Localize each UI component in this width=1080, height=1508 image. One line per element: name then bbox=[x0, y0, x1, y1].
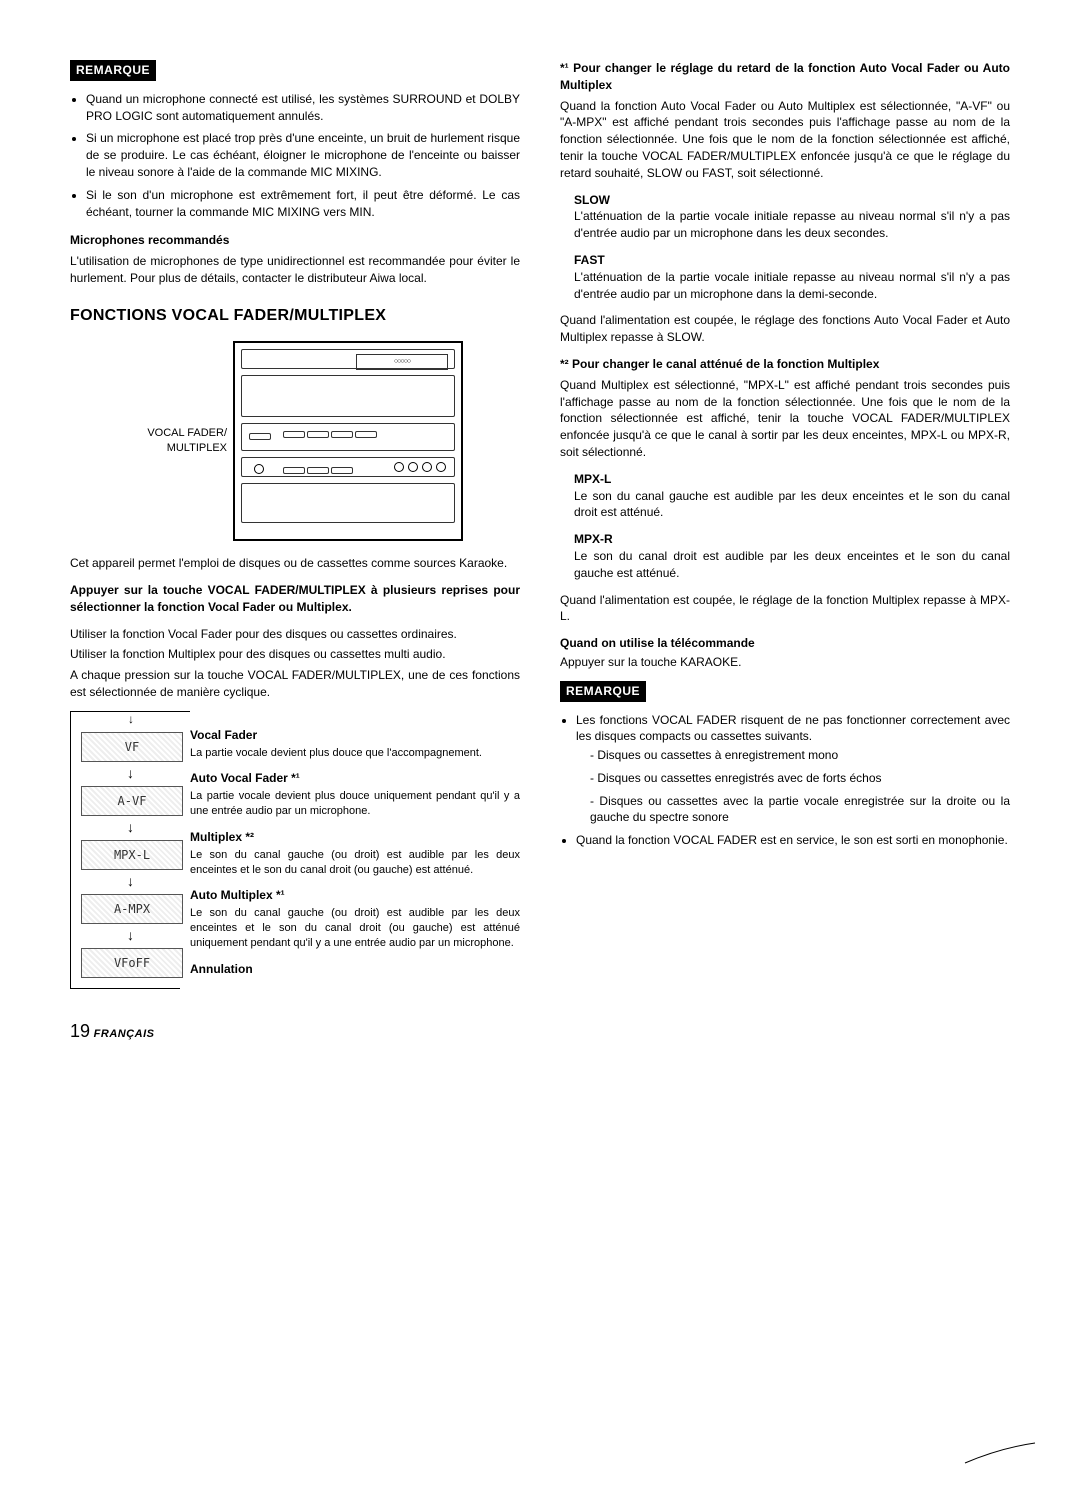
list-item: Disques ou cassettes avec la partie voca… bbox=[590, 793, 1010, 827]
fn2-power: Quand l'alimentation est coupée, le régl… bbox=[560, 592, 1010, 626]
stereo-icon: ○○○○○ bbox=[233, 341, 463, 541]
mpxr-label: MPX-R bbox=[574, 531, 1010, 548]
section-title: FONCTIONS VOCAL FADER/MULTIPLEX bbox=[70, 305, 520, 327]
list-item: Si un microphone est placé trop près d'u… bbox=[86, 130, 520, 180]
mode-text: Le son du canal gauche (ou droit) est au… bbox=[190, 848, 520, 878]
mode-desc: Auto Multiplex *¹ Le son du canal gauche… bbox=[190, 887, 520, 950]
remarque2-intro: Les fonctions VOCAL FADER risquent de ne… bbox=[576, 713, 1010, 744]
lcd-box: VF bbox=[81, 732, 183, 762]
fn1-text: Quand la fonction Auto Vocal Fader ou Au… bbox=[560, 98, 1010, 182]
use-vf: Utiliser la fonction Vocal Fader pour de… bbox=[70, 626, 520, 643]
page-footer: 19 FRANÇAIS bbox=[70, 1019, 1010, 1044]
mode-flow: ↓ VF ↓ A-VF ↓ MPX-L ↓ A-MPX ↓ VFoFF Voca… bbox=[70, 711, 520, 989]
lcd-box: A-MPX bbox=[81, 894, 183, 924]
list-item: Disques ou cassettes enregistrés avec de… bbox=[590, 770, 1010, 787]
mpxl-text: Le son du canal gauche est audible par l… bbox=[574, 488, 1010, 522]
remote-text: Appuyer sur la touche KARAOKE. bbox=[560, 654, 1010, 671]
mpx-block: MPX-L Le son du canal gauche est audible… bbox=[574, 471, 1010, 582]
lcd-box: MPX-L bbox=[81, 840, 183, 870]
fast-label: FAST bbox=[574, 252, 1010, 269]
diagram-label: VOCAL FADER/ MULTIPLEX bbox=[127, 426, 227, 457]
remarque-list: Quand un microphone connecté est utilisé… bbox=[70, 91, 520, 221]
stereo-display: ○○○○○ bbox=[356, 354, 448, 370]
mic-heading: Microphones recommandés bbox=[70, 232, 520, 249]
fast-text: L'atténuation de la partie vocale initia… bbox=[574, 269, 1010, 303]
slow-label: SLOW bbox=[574, 192, 1010, 209]
dash-list: Disques ou cassettes à enregistrement mo… bbox=[590, 747, 1010, 826]
remote-heading: Quand on utilise la télécommande bbox=[560, 635, 1010, 652]
mode-title: Auto Multiplex *¹ bbox=[190, 887, 520, 904]
mode-desc: Auto Vocal Fader *¹ La partie vocale dev… bbox=[190, 770, 520, 818]
right-column: *¹ Pour changer le réglage du retard de … bbox=[560, 60, 1010, 989]
intro-text: Cet appareil permet l'emploi de disques … bbox=[70, 555, 520, 572]
page-number: 19 bbox=[70, 1021, 90, 1041]
mode-text: La partie vocale devient plus douce que … bbox=[190, 746, 520, 761]
lcd-box: A-VF bbox=[81, 786, 183, 816]
stereo-diagram: VOCAL FADER/ MULTIPLEX ○○○○○ bbox=[70, 341, 520, 541]
slow-block: SLOW L'atténuation de la partie vocale i… bbox=[574, 192, 1010, 303]
manual-page: REMARQUE Quand un microphone connecté es… bbox=[70, 60, 1010, 989]
remarque-badge: REMARQUE bbox=[560, 681, 646, 702]
fn1-heading: *¹ Pour changer le réglage du retard de … bbox=[560, 60, 1010, 94]
list-item: Disques ou cassettes à enregistrement mo… bbox=[590, 747, 1010, 764]
remarque2-list: Les fonctions VOCAL FADER risquent de ne… bbox=[560, 712, 1010, 850]
page-language: FRANÇAIS bbox=[94, 1028, 155, 1040]
fn2-heading: *² Pour changer le canal atténué de la f… bbox=[560, 356, 1010, 373]
mode-desc: Vocal Fader La partie vocale devient plu… bbox=[190, 727, 520, 761]
press-heading: Appuyer sur la touche VOCAL FADER/MULTIP… bbox=[70, 582, 520, 616]
mode-text: La partie vocale devient plus douce uniq… bbox=[190, 789, 520, 819]
mode-title: Multiplex *² bbox=[190, 829, 520, 846]
list-item: Si le son d'un microphone est extrêmemen… bbox=[86, 187, 520, 221]
mode-desc: Annulation bbox=[190, 961, 520, 978]
fn1-power: Quand l'alimentation est coupée, le régl… bbox=[560, 312, 1010, 346]
use-mpx: Utiliser la fonction Multiplex pour des … bbox=[70, 646, 520, 663]
mode-desc: Multiplex *² Le son du canal gauche (ou … bbox=[190, 829, 520, 877]
lcd-box: VFoFF bbox=[81, 948, 183, 978]
mode-title: Auto Vocal Fader *¹ bbox=[190, 770, 520, 787]
each-press: A chaque pression sur la touche VOCAL FA… bbox=[70, 667, 520, 701]
list-item: Quand la fonction VOCAL FADER est en ser… bbox=[576, 832, 1010, 849]
page-curl-icon bbox=[960, 1438, 1040, 1468]
mode-text: Le son du canal gauche (ou droit) est au… bbox=[190, 906, 520, 951]
remarque-badge: REMARQUE bbox=[70, 60, 156, 81]
list-item: Quand un microphone connecté est utilisé… bbox=[86, 91, 520, 125]
slow-text: L'atténuation de la partie vocale initia… bbox=[574, 208, 1010, 242]
mode-title: Vocal Fader bbox=[190, 727, 520, 744]
mode-title: Annulation bbox=[190, 961, 520, 978]
mic-text: L'utilisation de microphones de type uni… bbox=[70, 253, 520, 287]
mpxr-text: Le son du canal droit est audible par le… bbox=[574, 548, 1010, 582]
fn2-text: Quand Multiplex est sélectionné, "MPX-L"… bbox=[560, 377, 1010, 461]
left-column: REMARQUE Quand un microphone connecté es… bbox=[70, 60, 520, 989]
list-item: Les fonctions VOCAL FADER risquent de ne… bbox=[576, 712, 1010, 827]
mpxl-label: MPX-L bbox=[574, 471, 1010, 488]
